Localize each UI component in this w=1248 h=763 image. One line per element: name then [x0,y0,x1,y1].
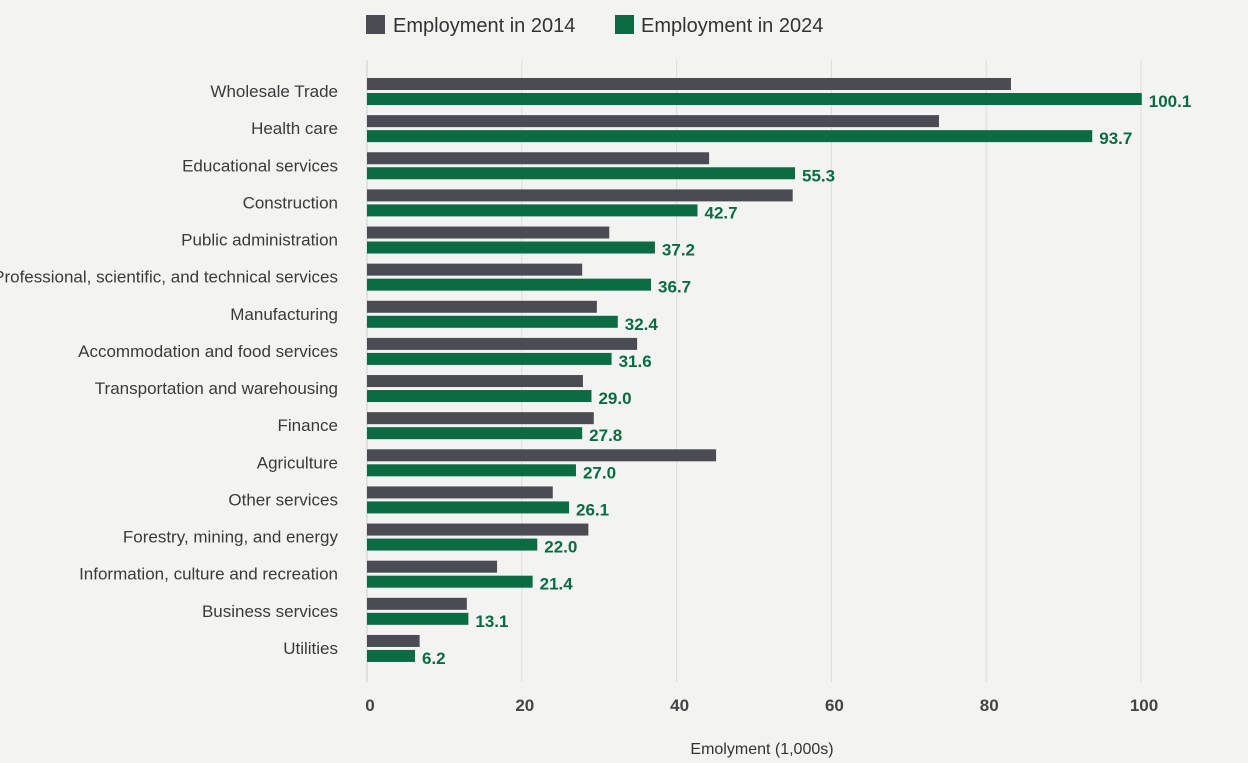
bar-2024 [367,241,655,254]
data-label-2024: 55.3 [802,166,835,185]
legend-label-2014: Employment in 2014 [393,15,575,37]
bar-2024 [367,464,576,477]
data-label-2024: 6.2 [422,649,446,668]
bar-2024 [367,204,698,217]
data-label-2024: 29.0 [598,389,631,408]
x-tick-label: 0 [365,696,374,715]
bar-2014 [367,634,420,647]
legend-swatch-2024 [615,15,634,34]
x-axis-title: Emolyment (1,000s) [690,741,833,758]
bar-2014 [367,152,710,165]
bar-2014 [367,226,610,239]
legend: Employment in 2014 Employment in 2024 [366,15,823,37]
data-label-2024: 27.0 [583,463,616,482]
bar-2024 [367,538,538,551]
bar-2014 [367,115,939,128]
data-label-2024: 32.4 [625,315,659,334]
data-label-2024: 27.8 [589,426,622,445]
data-label-2024: 21.4 [540,575,574,594]
bar-2014 [367,78,1011,90]
data-label-2024: 37.2 [662,241,695,260]
x-tick-label: 100 [1130,696,1158,715]
bar-2024 [367,278,652,291]
bar-2014 [367,412,594,425]
data-label-2024: 100.1 [1149,92,1192,111]
data-label-2024: 36.7 [658,278,691,297]
category-label: Finance [278,416,338,435]
bar-2014 [367,449,717,462]
category-label: Public administration [181,231,338,250]
data-label-2024: 13.1 [475,612,508,631]
category-label: Educational services [182,156,338,175]
bar-2014 [367,486,553,499]
category-label: Wholesale Trade [210,82,338,101]
bar-2014 [367,189,793,202]
bar-2024 [367,167,796,180]
bar-2014 [367,560,498,573]
category-label: Forestry, mining, and energy [123,528,339,547]
category-label: Professional, scientific, and technical … [0,268,338,287]
category-label: Business services [202,602,338,621]
category-label: Information, culture and recreation [79,565,338,584]
category-label: Health care [251,119,338,138]
bar-2024 [367,612,469,625]
data-label-2024: 31.6 [619,352,652,371]
data-label-2024: 26.1 [576,500,609,519]
x-tick-label: 20 [515,696,534,715]
bar-2014 [367,597,467,610]
bar-2014 [367,337,638,350]
bar-2014 [367,300,597,313]
category-label: Transportation and warehousing [95,379,338,398]
category-label: Manufacturing [230,305,338,324]
x-tick-label: 40 [670,696,689,715]
bar-2014 [367,523,589,536]
x-tick-label: 80 [980,696,999,715]
bar-2024 [367,575,533,588]
legend-swatch-2014 [366,15,385,34]
legend-label-2024: Employment in 2024 [641,15,823,37]
bar-2024 [367,649,415,662]
x-tick-label: 60 [825,696,844,715]
bar-2024 [367,390,592,403]
data-label-2024: 93.7 [1099,129,1132,148]
bar-2024 [367,352,612,365]
bar-2024 [367,427,583,440]
bar-2024 [367,130,1093,143]
bar-2014 [367,263,583,276]
data-label-2024: 42.7 [704,203,737,222]
data-label-2024: 22.0 [544,538,577,557]
category-label: Construction [243,193,338,212]
category-label: Other services [228,490,338,509]
bar-2024 [367,315,618,328]
bar-2014 [367,375,583,388]
bar-2024 [367,501,570,514]
category-label: Accommodation and food services [78,342,338,361]
category-label: Utilities [283,639,338,658]
bar-2024 [367,93,1142,105]
category-label: Agriculture [257,453,338,472]
